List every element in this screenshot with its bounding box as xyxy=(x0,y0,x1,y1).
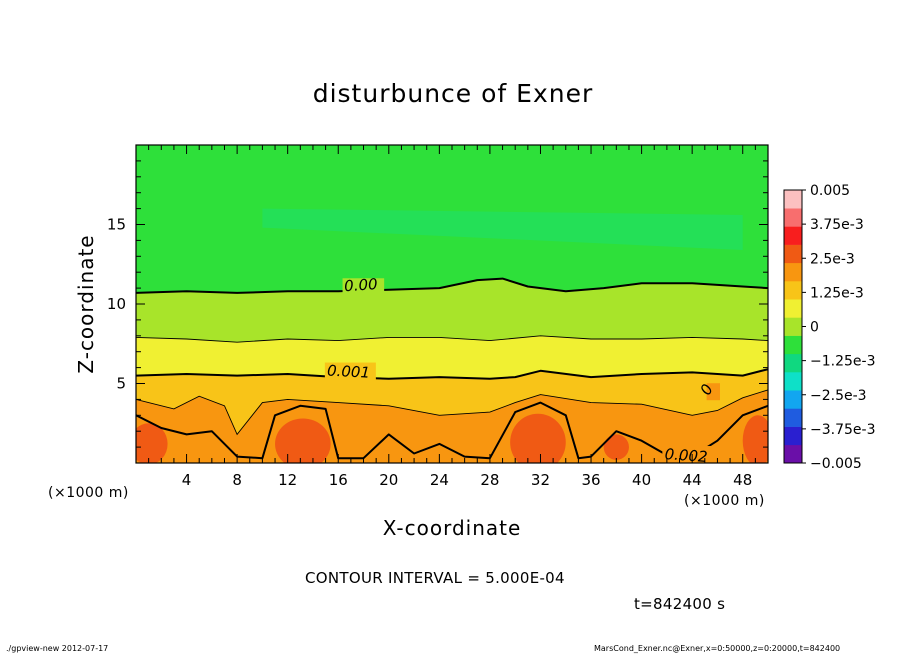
colorbar-tick-label: −3.75e-3 xyxy=(810,422,875,438)
colorbar-swatch xyxy=(784,190,802,209)
colorbar-swatch xyxy=(784,262,802,282)
x-tick-label: 16 xyxy=(329,471,348,489)
contour-line-002 xyxy=(136,401,768,460)
contour-line-0005 xyxy=(136,335,768,343)
y-tick-label: 5 xyxy=(116,375,126,393)
colorbar-swatch xyxy=(784,372,802,391)
x-unit-right: (×1000 m) xyxy=(684,493,765,509)
x-unit-left: (×1000 m) xyxy=(48,485,129,501)
contour-label-1: 0.001 xyxy=(327,362,371,382)
colorbar-tick-label: −0.005 xyxy=(810,456,862,472)
colorbar-tick-label: −1.25e-3 xyxy=(810,354,875,370)
x-tick-label: 44 xyxy=(683,471,702,489)
colorbar-swatch xyxy=(784,281,802,300)
x-tick-label: 8 xyxy=(232,471,242,489)
colorbar-swatch xyxy=(784,335,802,355)
colorbar xyxy=(783,189,803,464)
colorbar-swatch xyxy=(784,408,802,427)
fill-patch-aloft xyxy=(262,208,743,250)
orange-patch-5 xyxy=(603,434,629,460)
filled-contours xyxy=(136,145,768,463)
colorbar-swatch xyxy=(784,426,802,446)
contour-line-001 xyxy=(136,368,768,380)
orange-patch-1 xyxy=(275,418,331,463)
x-axis-label: X-coordinate xyxy=(383,516,522,540)
orange-patch-4 xyxy=(742,415,768,463)
x-tick-label: 32 xyxy=(531,471,550,489)
contour-label-bg-2 xyxy=(662,446,714,463)
x-tick-label: 12 xyxy=(278,471,297,489)
contour-label-bg-0 xyxy=(342,278,385,296)
orange-patch-3 xyxy=(136,423,168,463)
x-tick-label: 36 xyxy=(581,471,600,489)
x-tick-label: 20 xyxy=(379,471,398,489)
y-axis-ticks: 5 10 15 xyxy=(107,160,768,448)
orange-patch-2 xyxy=(510,413,566,463)
colorbar-swatch xyxy=(784,244,802,264)
contour-label-bg-3 xyxy=(706,383,720,401)
colorbar-swatch xyxy=(784,208,802,227)
colorbar-tick-label: 0 xyxy=(810,320,819,336)
y-tick-label: 10 xyxy=(107,295,126,313)
y-tick-label: 15 xyxy=(107,216,126,234)
colorbar-swatch xyxy=(784,317,802,336)
contour-line-0015 xyxy=(136,389,768,436)
colorbar-swatch xyxy=(784,353,802,373)
contour-label-bg-1 xyxy=(324,362,376,380)
colorbar-tick-label: 1.25e-3 xyxy=(810,285,864,301)
footer-left: ./gpview-new 2012-07-17 xyxy=(6,644,108,653)
colorbar-tick-label: 3.75e-3 xyxy=(810,217,864,233)
colorbar-swatch xyxy=(784,299,802,318)
colorbar-swatch xyxy=(784,226,802,245)
x-tick-label: 48 xyxy=(733,471,752,489)
footer-right: MarsCond_Exner.nc@Exner,x=0:50000,z=0:20… xyxy=(594,644,840,653)
colorbar-swatch xyxy=(784,390,802,409)
contour-label-0: 0.00 xyxy=(344,275,379,295)
x-axis-ticks: 4 8 12 16 20 24 28 32 36 40 44 48 xyxy=(148,145,756,489)
chart-title: disturbunce of Exner xyxy=(313,79,594,108)
colorbar-tick-label: 0.005 xyxy=(810,183,850,199)
x-tick-label: 40 xyxy=(632,471,651,489)
colorbar-tick-label: 2.5e-3 xyxy=(810,251,855,267)
colorbar-tick-label: −2.5e-3 xyxy=(810,388,867,404)
colorbar-tick-labels: 0.005 3.75e-3 2.5e-3 1.25e-3 0 −1.25e-3 −2.5e-… xyxy=(802,183,875,472)
x-tick-label: 4 xyxy=(182,471,192,489)
x-tick-label: 24 xyxy=(430,471,449,489)
contour-label-2: 0.002 xyxy=(664,445,708,466)
contour-line-0 xyxy=(136,277,768,294)
x-tick-label: 28 xyxy=(480,471,499,489)
contour-interval-label: CONTOUR INTERVAL = 5.000E-04 xyxy=(305,569,565,587)
colorbar-swatch xyxy=(784,444,802,464)
time-label: t=842400 s xyxy=(634,595,725,613)
y-axis-label: Z-coordinate xyxy=(74,234,98,373)
